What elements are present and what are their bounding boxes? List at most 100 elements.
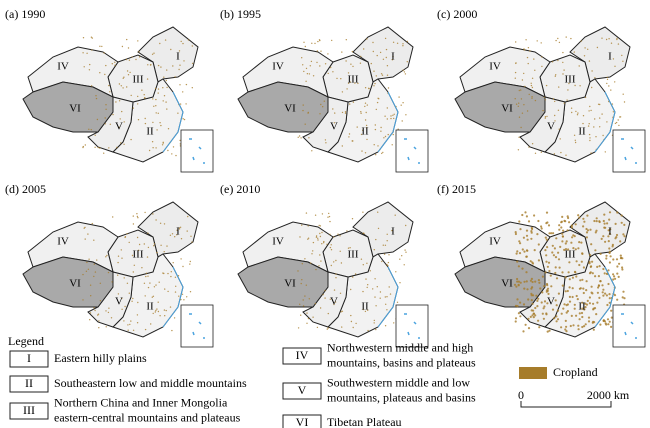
cropland-dot xyxy=(568,300,572,303)
cropland-dot xyxy=(114,61,116,63)
cropland-dot xyxy=(137,249,140,251)
cropland-dot xyxy=(91,37,94,39)
cropland-dot xyxy=(97,146,99,149)
cropland-dot xyxy=(560,226,563,229)
cropland-dot xyxy=(396,301,399,303)
cropland-dot xyxy=(527,62,529,65)
cropland-dot xyxy=(520,89,522,91)
cropland-dot xyxy=(386,309,388,311)
cropland-dot xyxy=(393,322,395,324)
cropland-dot xyxy=(383,253,386,255)
cropland-dot xyxy=(126,86,128,88)
cropland-dot xyxy=(191,87,193,89)
cropland-dot xyxy=(170,275,172,278)
cropland-dot xyxy=(538,281,541,284)
cropland-dot xyxy=(401,120,403,122)
cropland-dot xyxy=(594,118,596,120)
cropland-dot xyxy=(311,253,313,255)
cropland-dot xyxy=(607,323,610,326)
cropland-dot xyxy=(327,327,329,329)
region-label: I xyxy=(391,226,395,238)
cropland-dot xyxy=(105,108,107,111)
cropland-dot xyxy=(596,265,599,268)
cropland-dot xyxy=(149,282,151,284)
cropland-dot xyxy=(319,254,321,256)
cropland-dot xyxy=(374,296,376,298)
cropland-dot xyxy=(515,41,517,43)
cropland-dot xyxy=(147,286,150,289)
cropland-dot xyxy=(330,66,332,69)
cropland-dot xyxy=(320,260,322,262)
cropland-dot xyxy=(312,250,314,252)
cropland-dot xyxy=(583,308,586,311)
cropland-dot xyxy=(588,123,590,125)
cropland-dot xyxy=(152,147,154,149)
cropland-dot xyxy=(530,299,533,302)
cropland-dot xyxy=(157,64,160,67)
cropland-dot xyxy=(535,294,538,297)
cropland-dot xyxy=(166,245,168,247)
cropland-dot xyxy=(546,246,549,249)
cropland-dot xyxy=(580,40,582,42)
cropland-dot xyxy=(363,232,365,235)
cropland-dot xyxy=(603,213,606,216)
cropland-dot xyxy=(561,232,564,235)
cropland-dot xyxy=(579,287,582,290)
cropland-dot xyxy=(577,214,580,217)
cropland-dot xyxy=(384,296,386,298)
cropland-dot xyxy=(354,82,356,84)
cropland-dot xyxy=(160,66,162,68)
cropland-dot xyxy=(610,42,613,44)
legend-text: eastern-central mountains and plateaus xyxy=(54,410,241,424)
cropland-dot xyxy=(136,215,139,218)
cropland-dot xyxy=(617,43,620,45)
cropland-dot xyxy=(137,40,139,42)
cropland-dot xyxy=(567,89,569,91)
cropland-dot xyxy=(554,271,557,275)
cropland-dot xyxy=(530,82,532,85)
cropland-dot xyxy=(161,144,164,146)
cropland-dot xyxy=(596,291,599,294)
cropland-dot xyxy=(402,45,404,47)
cropland-dot xyxy=(330,244,332,246)
cropland-dot xyxy=(599,323,602,326)
cropland-dot xyxy=(594,77,596,79)
cropland-dot xyxy=(607,282,610,286)
cropland-dot xyxy=(623,223,626,226)
cropland-dot xyxy=(364,87,367,89)
cropland-dot xyxy=(329,233,331,236)
cropland-dot xyxy=(94,134,96,136)
cropland-dot xyxy=(518,89,520,92)
cropland-dot xyxy=(334,301,337,303)
cropland-dot xyxy=(558,266,561,269)
cropland-dot xyxy=(182,265,184,268)
cropland-dot xyxy=(143,243,145,245)
cropland-dot xyxy=(589,228,592,231)
cropland-dot xyxy=(105,104,107,106)
cropland-dot xyxy=(345,39,347,41)
cropland-dot xyxy=(619,240,622,243)
cropland-dot xyxy=(147,275,149,277)
cropland-dot xyxy=(617,275,620,278)
cropland-dot xyxy=(346,230,348,232)
cropland-dot xyxy=(391,144,393,146)
cropland-dot xyxy=(155,105,157,107)
cropland-dot xyxy=(121,110,123,113)
cropland-dot xyxy=(387,87,390,89)
cropland-dot xyxy=(305,80,307,82)
cropland-dot xyxy=(574,141,577,144)
cropland-dot xyxy=(105,256,107,258)
cropland-dot xyxy=(571,276,574,279)
cropland-dot xyxy=(157,310,160,313)
cropland-dot xyxy=(570,241,573,244)
cropland-dot xyxy=(90,295,92,297)
cropland-dot xyxy=(573,307,576,310)
cropland-dot xyxy=(302,299,304,301)
cropland-dot xyxy=(104,73,106,76)
cropland-dot xyxy=(574,248,577,251)
cropland-dot xyxy=(179,84,181,86)
cropland-dot xyxy=(565,240,568,243)
